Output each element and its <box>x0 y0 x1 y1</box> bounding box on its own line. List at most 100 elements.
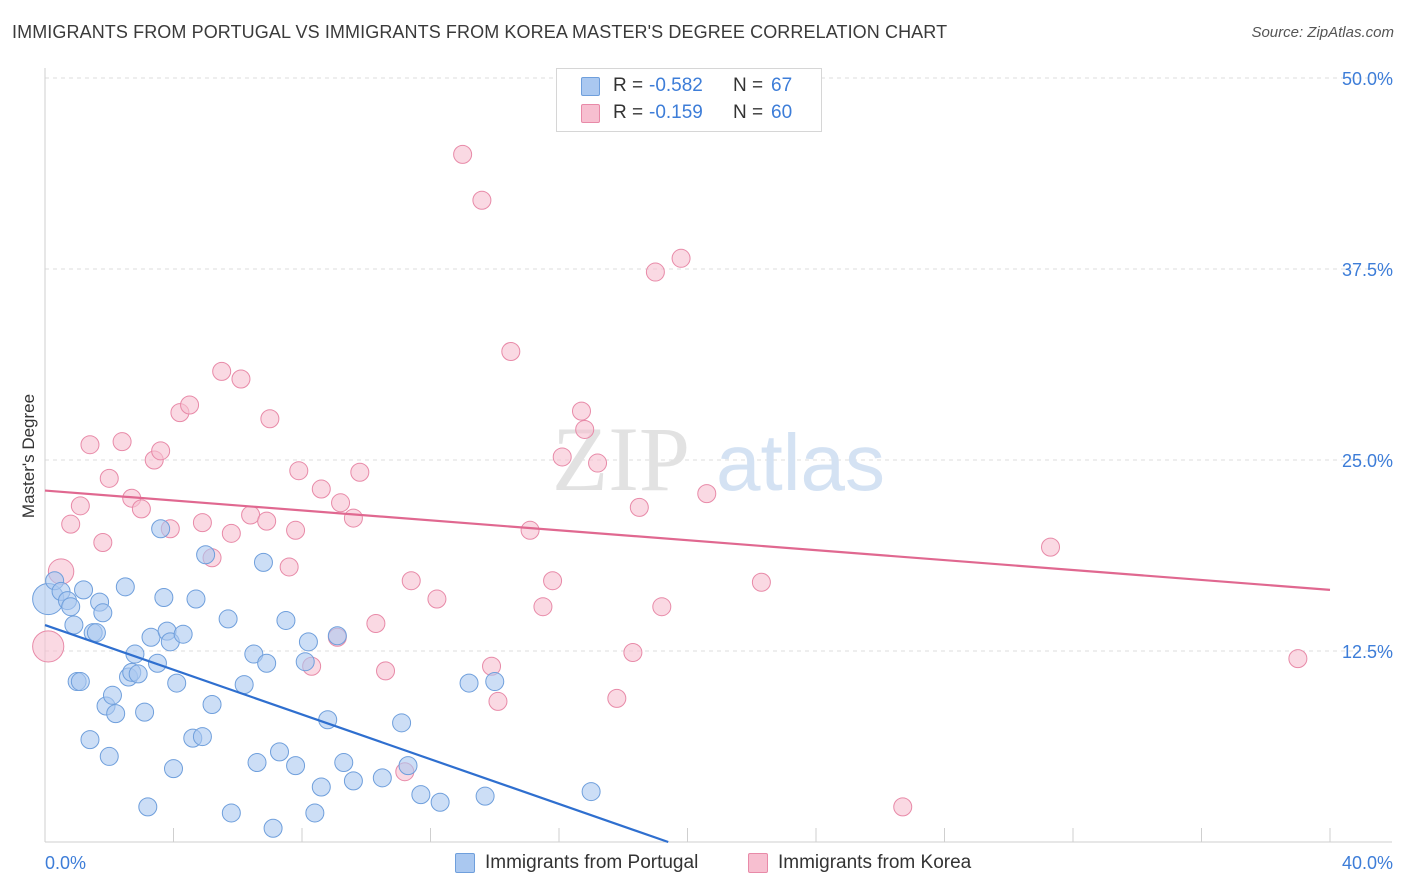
korea-point <box>588 453 608 473</box>
portugal-point <box>411 785 431 805</box>
portugal-point <box>135 702 155 722</box>
korea-point <box>93 533 113 553</box>
korea-point <box>697 484 717 504</box>
portugal-point <box>392 713 412 733</box>
portugal-point <box>234 675 254 695</box>
portugal-point <box>93 603 113 623</box>
korea-point <box>893 797 913 817</box>
r-label: R = <box>613 75 644 96</box>
portugal-point <box>102 685 122 705</box>
y-tick-label: 37.5% <box>1342 260 1393 280</box>
korea-point <box>331 493 351 513</box>
portugal-point <box>305 803 325 823</box>
korea-point <box>112 432 132 452</box>
korea-point <box>472 190 492 210</box>
portugal-point <box>61 597 81 617</box>
korea-point <box>260 409 280 429</box>
portugal-point <box>141 627 161 647</box>
korea-point <box>80 435 100 455</box>
axes <box>44 68 1392 843</box>
korea-trend-line <box>44 489 1331 591</box>
portugal-point <box>138 797 158 817</box>
y-tick-labels: 12.5% 25.0% 37.5% 50.0% <box>1342 69 1393 662</box>
portugal-point <box>106 704 126 724</box>
watermark-zip: ZIP <box>552 408 690 510</box>
portugal-point <box>128 664 148 684</box>
portugal-point <box>581 782 601 802</box>
korea-point <box>241 505 261 525</box>
portugal-point <box>430 792 450 812</box>
y-tick-label: 25.0% <box>1342 451 1393 471</box>
korea-point <box>751 572 771 592</box>
y-tick-label: 50.0% <box>1342 69 1393 89</box>
korea-point <box>652 597 672 617</box>
portugal-point <box>99 746 119 766</box>
korea-point <box>427 589 447 609</box>
portugal-point <box>485 672 505 692</box>
portugal-point <box>154 588 174 608</box>
korea-point <box>289 461 309 481</box>
korea-point <box>366 613 386 633</box>
korea-swatch <box>748 853 768 873</box>
korea-point <box>607 688 627 708</box>
portugal-point <box>167 673 187 693</box>
korea-point <box>453 144 473 164</box>
portugal-point <box>202 694 222 714</box>
portugal-point <box>244 644 264 664</box>
portugal-point <box>186 589 206 609</box>
portugal-point <box>398 756 418 776</box>
korea-points <box>32 144 1308 817</box>
x-tick-labels: 0.0% 40.0% <box>45 853 1393 873</box>
portugal-point <box>253 552 273 572</box>
korea-point <box>99 468 119 488</box>
portugal-point <box>459 673 479 693</box>
portugal-point <box>151 519 171 539</box>
portugal-points <box>32 519 601 838</box>
portugal-point <box>257 653 277 673</box>
portugal-point <box>86 623 106 643</box>
portugal-point <box>115 577 135 597</box>
korea-point <box>286 520 306 540</box>
portugal-point <box>334 753 354 773</box>
portugal-point <box>164 759 183 779</box>
korea-point <box>376 661 396 681</box>
korea-point <box>212 361 232 381</box>
korea-point <box>70 496 90 516</box>
portugal-point <box>270 742 290 762</box>
x-tick-label: 0.0% <box>45 853 86 873</box>
portugal-point <box>475 786 495 806</box>
portugal-point <box>218 609 238 629</box>
r-value: -0.159 <box>649 102 703 123</box>
korea-point <box>151 441 171 461</box>
portugal-point <box>173 624 193 644</box>
grid-lines <box>45 77 1392 652</box>
r-value: -0.582 <box>649 75 703 96</box>
korea-point <box>501 342 521 362</box>
korea-point <box>180 395 200 415</box>
korea-point <box>552 447 572 467</box>
portugal-point <box>327 626 347 646</box>
korea-swatch <box>581 104 600 123</box>
y-tick-label: 12.5% <box>1342 642 1393 662</box>
korea-point <box>279 557 299 577</box>
portugal-point <box>311 777 331 797</box>
portugal-point <box>343 771 363 791</box>
korea-point <box>533 597 553 617</box>
portugal-swatch <box>581 77 600 96</box>
korea-point <box>61 514 81 534</box>
legend-label: Immigrants from Korea <box>778 852 972 873</box>
korea-point <box>629 497 649 517</box>
korea-point <box>192 513 212 533</box>
korea-point <box>623 643 643 663</box>
korea-point <box>571 401 591 421</box>
korea-point <box>401 571 421 591</box>
korea-point <box>350 462 370 482</box>
korea-point <box>231 369 251 389</box>
korea-point <box>311 479 331 499</box>
y-axis-label: Master's Degree <box>19 394 38 518</box>
portugal-point <box>298 632 318 652</box>
korea-point <box>543 571 563 591</box>
n-value: 67 <box>771 75 793 96</box>
portugal-point <box>247 753 267 773</box>
